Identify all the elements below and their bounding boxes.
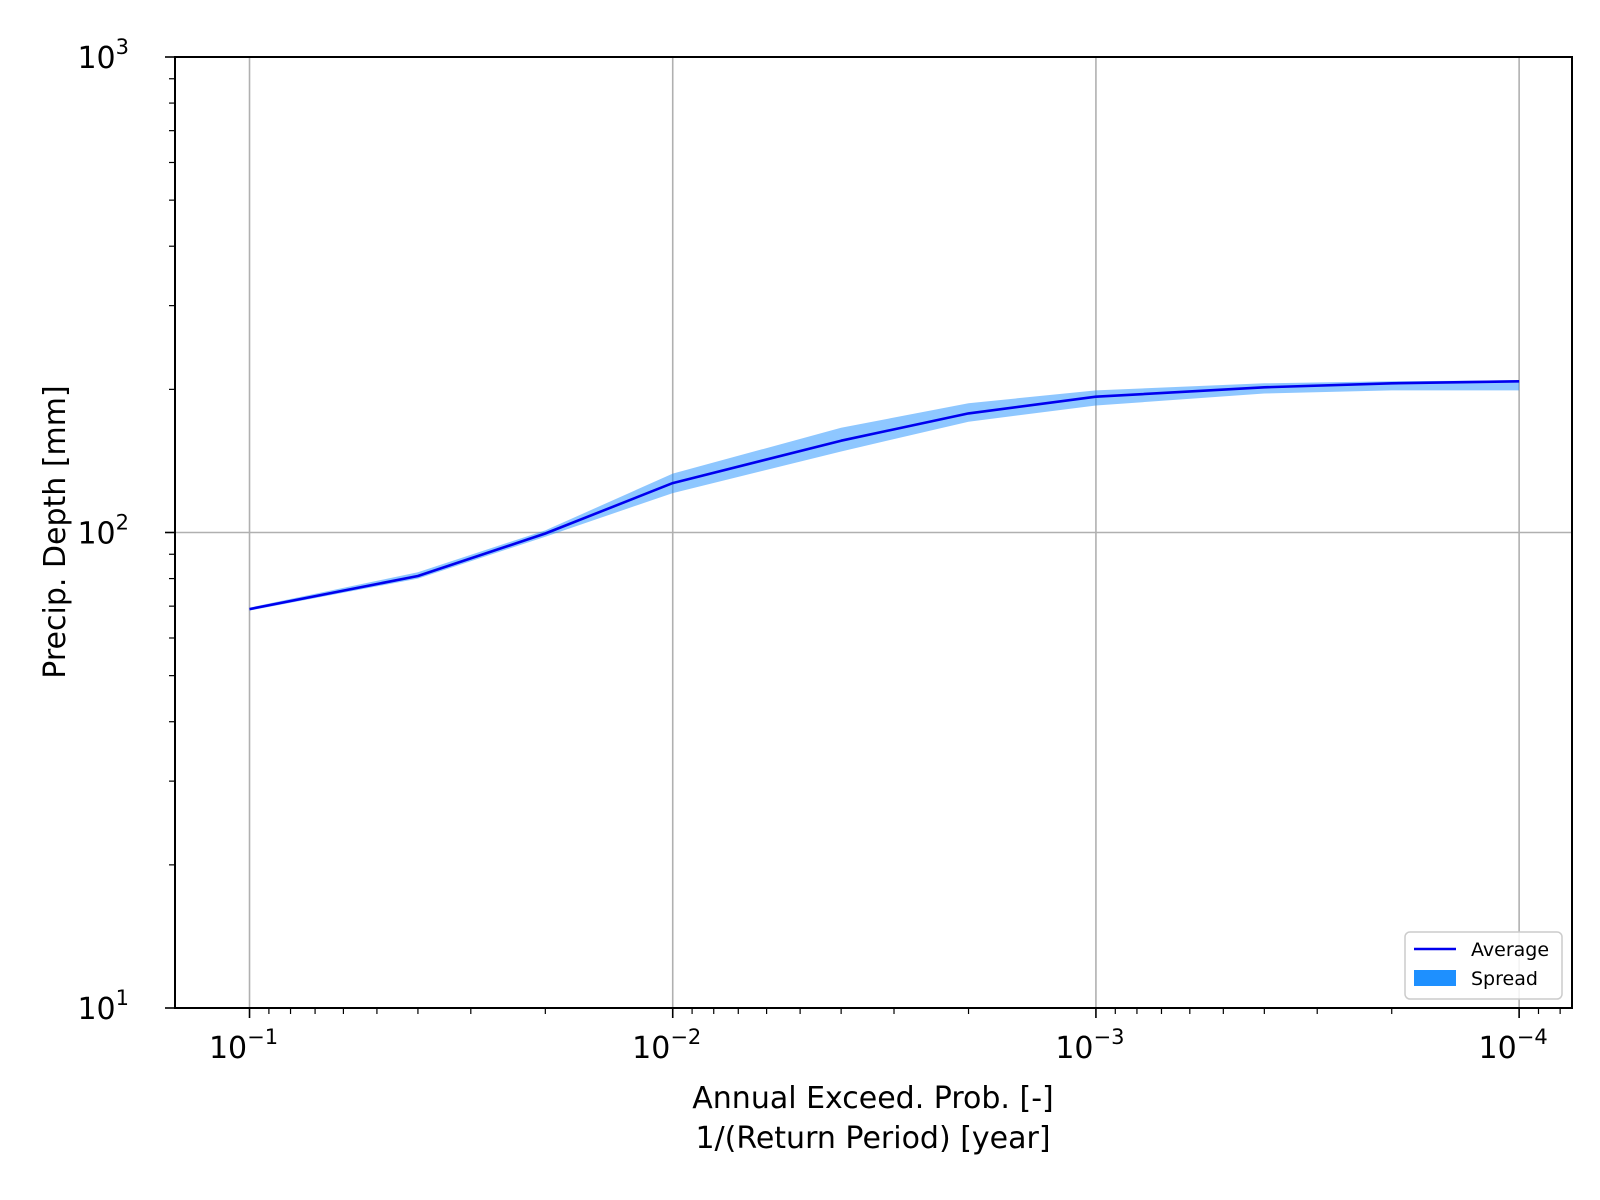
y-tick-label-exponent: 3 bbox=[116, 35, 129, 59]
y-tick-label-exponent: 1 bbox=[116, 986, 129, 1010]
y-tick-label: 102 bbox=[77, 511, 129, 552]
legend-spread-label: Spread bbox=[1471, 968, 1538, 990]
spread-band bbox=[249, 380, 1520, 611]
x-tick-label-exponent: −2 bbox=[670, 1025, 701, 1049]
data-layer bbox=[249, 380, 1520, 611]
y-axis-label: Precip. Depth [mm] bbox=[38, 385, 73, 678]
y-tick-label-exponent: 2 bbox=[116, 511, 129, 535]
legend-spread-swatch bbox=[1414, 970, 1456, 986]
legend-average-label: Average bbox=[1471, 939, 1549, 961]
x-tick-label-exponent: −4 bbox=[1517, 1025, 1548, 1049]
legend: Average Spread bbox=[1404, 931, 1563, 1000]
x-axis-label-line2: 1/(Return Period) [year] bbox=[695, 1121, 1050, 1156]
average-line bbox=[249, 380, 1520, 611]
x-tick-label-exponent: −3 bbox=[1094, 1025, 1125, 1049]
x-tick-label-exponent: −1 bbox=[247, 1025, 278, 1049]
x-tick-label: 10−4 bbox=[1479, 1025, 1548, 1066]
x-tick-label: 10−2 bbox=[632, 1025, 701, 1066]
x-axis-label-line1: Annual Exceed. Prob. [-] bbox=[692, 1081, 1053, 1116]
plot-frame bbox=[174, 56, 1573, 1009]
